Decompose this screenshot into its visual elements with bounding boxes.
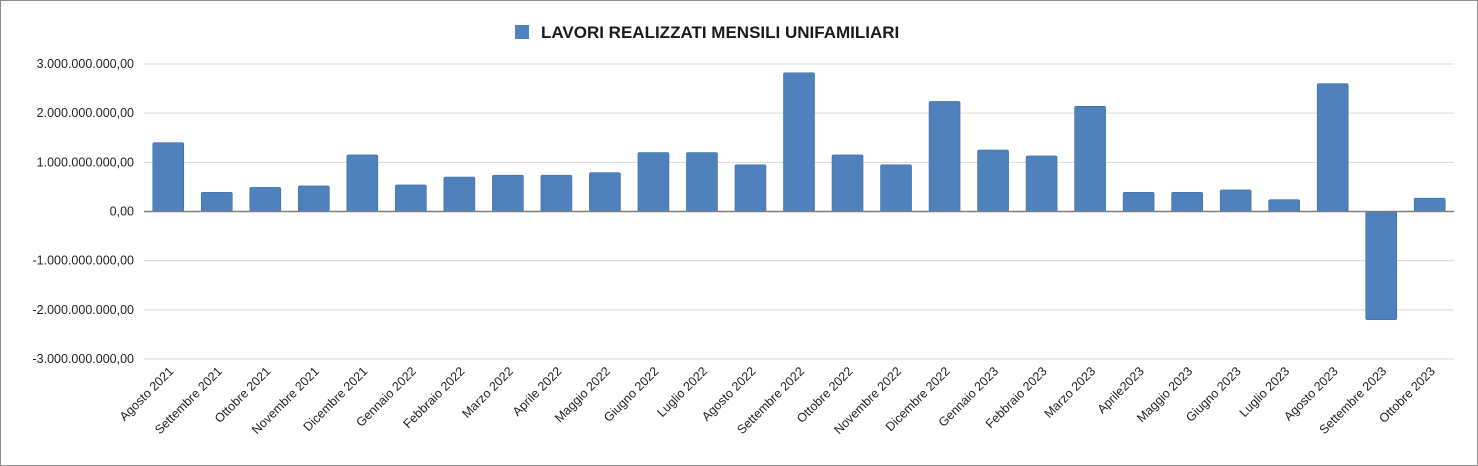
bar: [637, 152, 670, 212]
legend-label: LAVORI REALIZZATI MENSILI UNIFAMILIARI: [541, 23, 899, 42]
bar: [443, 176, 476, 212]
bar: [1268, 199, 1300, 212]
bar: [200, 192, 233, 212]
bar: [928, 101, 961, 212]
bar: [1219, 189, 1252, 212]
bar: [1074, 105, 1106, 212]
bar: [589, 172, 621, 212]
bar: [1365, 211, 1398, 320]
y-tick-label: -3.000.000.000,00: [33, 352, 135, 366]
bar: [1122, 192, 1155, 212]
x-tick-label: Marzo 2023: [1042, 364, 1099, 421]
bar: [152, 142, 185, 212]
bar: [686, 152, 718, 212]
bar: [1171, 192, 1203, 212]
bar: [977, 149, 1009, 212]
y-tick-label: -2.000.000.000,00: [33, 303, 135, 317]
y-tick-label: 1.000.000.000,00: [37, 155, 134, 169]
y-axis: 3.000.000.000,00 2.000.000.000,00 1.000.00…: [33, 57, 135, 366]
y-tick-label: -1.000.000.000,00: [33, 254, 135, 268]
bar: [492, 174, 524, 212]
legend: LAVORI REALIZZATI MENSILI UNIFAMILIARI: [515, 23, 899, 42]
bar: [249, 187, 282, 212]
bar: [1316, 83, 1349, 212]
x-tick-label: Marzo 2022: [459, 364, 516, 421]
x-tick-label: Aprile2023: [1095, 364, 1147, 416]
bar: [346, 154, 379, 212]
bar: [298, 185, 330, 212]
y-tick-label: 0,00: [110, 205, 134, 219]
bar: [880, 164, 912, 212]
y-tick-label: 2.000.000.000,00: [37, 106, 134, 120]
bar: [1413, 197, 1446, 212]
bar: [783, 72, 815, 212]
y-tick-label: 3.000.000.000,00: [37, 57, 134, 71]
bar: [734, 164, 767, 212]
bar: [540, 174, 573, 212]
bar: [1025, 155, 1058, 212]
bars: [152, 72, 1446, 320]
bar: [395, 184, 427, 212]
legend-swatch: [515, 25, 529, 39]
bar: [831, 154, 864, 212]
